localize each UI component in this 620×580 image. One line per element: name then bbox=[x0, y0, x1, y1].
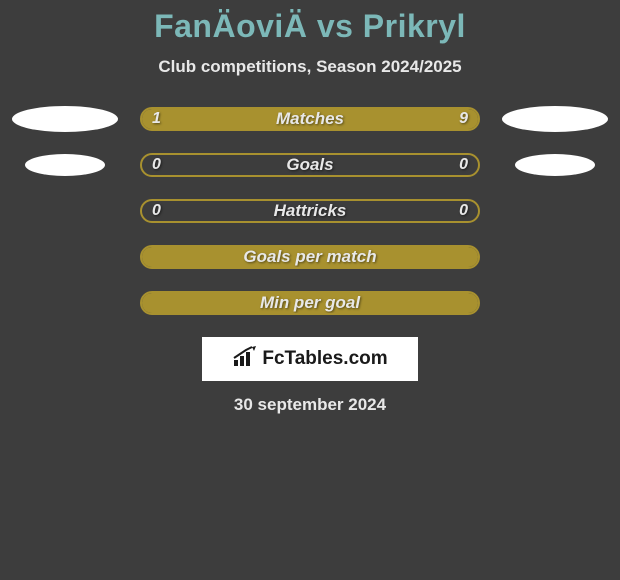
stat-row: Min per goal bbox=[0, 291, 620, 315]
stat-row: 00Hattricks bbox=[0, 199, 620, 223]
stat-label: Hattricks bbox=[142, 201, 478, 221]
team-logo-right bbox=[515, 154, 595, 176]
chart-icon bbox=[232, 346, 258, 373]
stat-label: Matches bbox=[142, 109, 478, 129]
stat-label: Goals bbox=[142, 155, 478, 175]
left-logo-slot bbox=[10, 154, 120, 176]
stat-row: 19Matches bbox=[0, 107, 620, 131]
stat-row: 00Goals bbox=[0, 153, 620, 177]
right-logo-slot bbox=[500, 106, 610, 132]
left-logo-slot bbox=[10, 106, 120, 132]
team-logo-left bbox=[12, 106, 118, 132]
stat-bar: Min per goal bbox=[140, 291, 480, 315]
stat-bar: 19Matches bbox=[140, 107, 480, 131]
team-logo-right bbox=[502, 106, 608, 132]
stat-bar: 00Hattricks bbox=[140, 199, 480, 223]
stat-label: Min per goal bbox=[142, 293, 478, 313]
stat-row: Goals per match bbox=[0, 245, 620, 269]
stat-bar: Goals per match bbox=[140, 245, 480, 269]
footer-brand[interactable]: FcTables.com bbox=[202, 337, 418, 381]
team-logo-left bbox=[25, 154, 105, 176]
footer-brand-text: FcTables.com bbox=[262, 348, 387, 370]
date-text: 30 september 2024 bbox=[0, 395, 620, 415]
right-logo-slot bbox=[500, 154, 610, 176]
stat-bar: 00Goals bbox=[140, 153, 480, 177]
comparison-widget: FanÄoviÄ vs Prikryl Club competitions, S… bbox=[0, 0, 620, 415]
stat-label: Goals per match bbox=[142, 247, 478, 267]
subtitle: Club competitions, Season 2024/2025 bbox=[0, 57, 620, 77]
stats-list: 19Matches 00Goals 00Hattricks Goals per mat… bbox=[0, 107, 620, 315]
page-title: FanÄoviÄ vs Prikryl bbox=[0, 8, 620, 45]
